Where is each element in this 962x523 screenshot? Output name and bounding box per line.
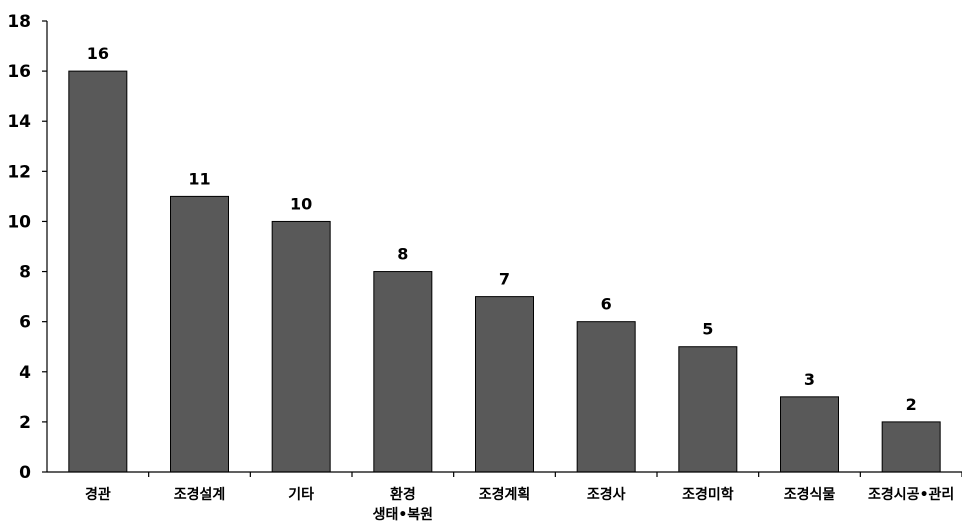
data-label: 2	[906, 395, 917, 414]
y-tick-label: 2	[19, 413, 31, 433]
bar	[475, 296, 534, 473]
data-label: 16	[87, 44, 109, 63]
bar	[881, 421, 941, 473]
y-tick-label: 10	[7, 212, 31, 232]
bar	[271, 220, 331, 473]
y-tick-label: 8	[19, 263, 31, 283]
data-label: 5	[702, 320, 713, 339]
x-tick-label: 조경설계	[174, 486, 226, 503]
data-label: 3	[804, 370, 815, 389]
y-tick-label: 14	[7, 112, 31, 132]
y-tick-label: 18	[7, 12, 31, 32]
bar	[780, 396, 839, 473]
x-tick-label: 조경식물	[784, 486, 836, 503]
y-axis: 0 2 4 6 8 10 12 14 16 18	[7, 12, 48, 483]
bar	[68, 70, 128, 473]
data-label: 7	[499, 270, 510, 289]
x-tick-label: 조경미학	[682, 486, 734, 503]
y-tick-label: 12	[7, 162, 31, 182]
bars: 16 11 10 8 7 6 5 3 2	[68, 44, 941, 473]
y-tick-label: 16	[7, 62, 31, 82]
bar	[170, 195, 229, 473]
x-tick-label: 조경계획	[479, 486, 531, 503]
data-label: 11	[188, 169, 210, 188]
data-label: 10	[290, 194, 312, 213]
x-tick-label: 기타	[288, 487, 314, 503]
y-tick-label: 4	[19, 363, 31, 383]
x-tick-label: 조경시공•관리	[868, 486, 954, 503]
y-tick-label: 6	[19, 313, 31, 333]
bar	[576, 321, 636, 473]
bar	[678, 346, 738, 473]
x-tick-label: 경관	[85, 486, 111, 503]
bar	[373, 271, 433, 473]
data-label: 6	[601, 295, 612, 314]
x-axis: 경관 조경설계 기타 환경 생태•복원 조경계획 조경사 조경미학 조경식물 조경시공•관리	[47, 471, 962, 523]
x-tick-label: 환경 생태•복원	[373, 486, 433, 523]
y-tick-label: 0	[19, 463, 31, 483]
x-tick-label: 조경사	[587, 486, 626, 503]
data-label: 8	[397, 245, 408, 264]
